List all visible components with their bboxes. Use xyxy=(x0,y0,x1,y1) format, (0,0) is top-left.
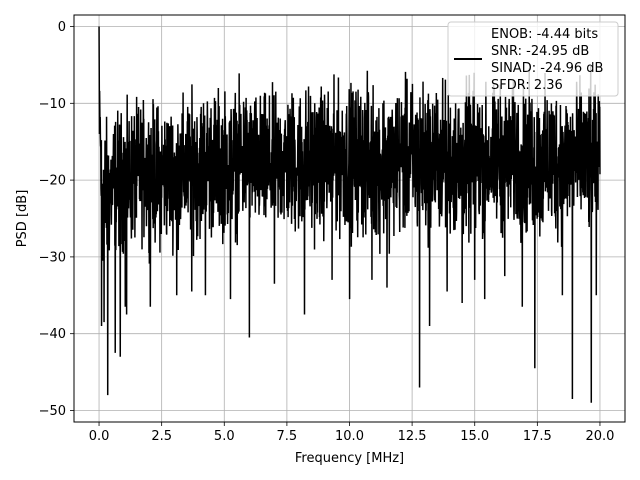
legend: ENOB: -4.44 bits SNR: -24.95 dB SINAD: -… xyxy=(447,21,619,97)
legend-line-4: SFDR: 2.36 xyxy=(491,78,563,93)
y-tick-label: −50 xyxy=(39,404,66,419)
axis-ticks: 0.0 2.5 5.0 7.5 10.0 12.5 15.0 17.5 20.0 0 −10 −20 −… xyxy=(39,20,615,444)
y-tick-label: 0 xyxy=(58,20,66,35)
plot-area xyxy=(98,26,601,403)
x-tick-label: 5.0 xyxy=(214,429,235,444)
legend-line-1: ENOB: -4.44 bits xyxy=(491,27,598,42)
x-axis-label: Frequency [MHz] xyxy=(295,451,404,466)
x-tick-label: 2.5 xyxy=(151,429,172,444)
x-tick-label: 17.5 xyxy=(523,429,552,444)
x-tick-label: 7.5 xyxy=(277,429,298,444)
y-tick-label: −40 xyxy=(39,327,66,342)
y-tick-label: −20 xyxy=(39,174,66,189)
psd-series-line xyxy=(98,26,601,403)
legend-line-2: SNR: -24.95 dB xyxy=(491,44,589,59)
y-axis-label: PSD [dB] xyxy=(15,190,30,248)
y-tick-label: −30 xyxy=(39,250,66,265)
legend-line-3: SINAD: -24.96 dB xyxy=(491,61,603,76)
x-tick-label: 0.0 xyxy=(89,429,110,444)
x-tick-label: 12.5 xyxy=(398,429,427,444)
x-tick-label: 15.0 xyxy=(460,429,489,444)
y-tick-label: −10 xyxy=(39,97,66,112)
legend-box xyxy=(447,21,619,97)
x-tick-label: 20.0 xyxy=(585,429,614,444)
x-tick-label: 10.0 xyxy=(335,429,364,444)
